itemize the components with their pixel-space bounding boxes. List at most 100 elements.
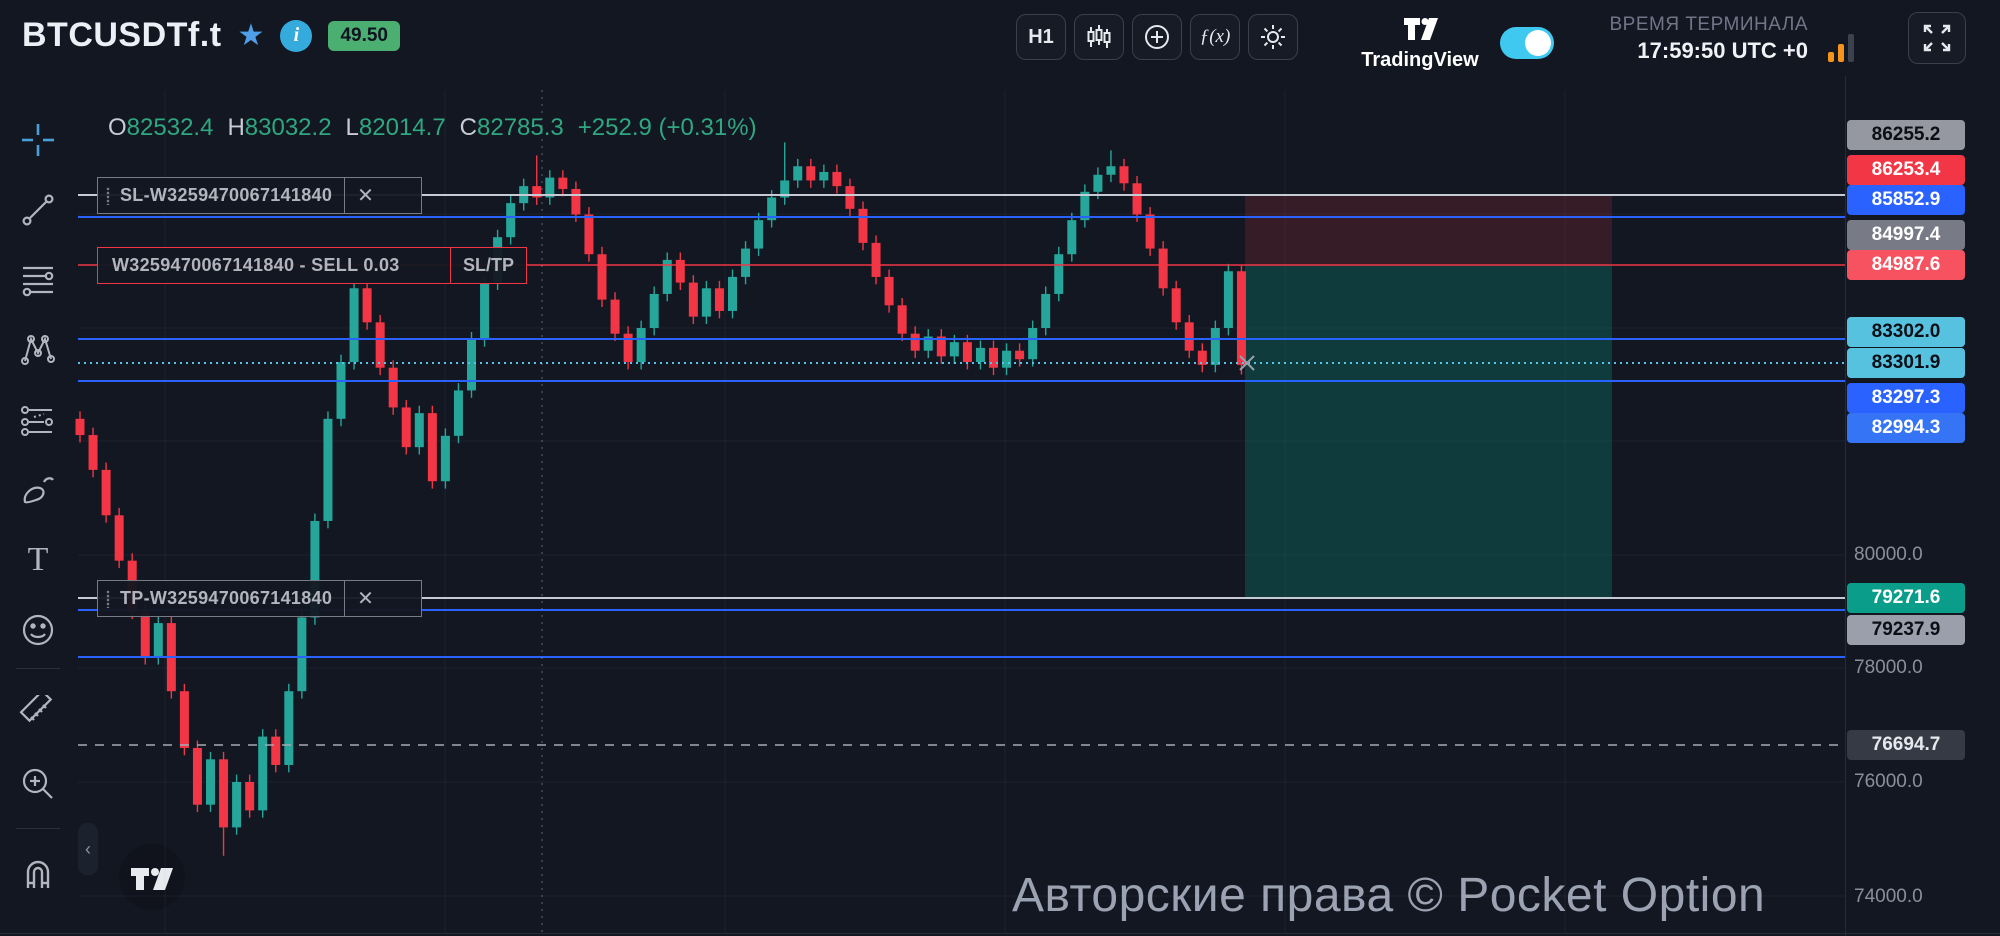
- candle-body: [75, 418, 85, 436]
- candle-body: [584, 214, 594, 255]
- candle-body: [714, 288, 724, 311]
- fullscreen-button[interactable]: [1908, 12, 1966, 64]
- indicators-button[interactable]: ƒ(x): [1190, 14, 1240, 60]
- candle-body: [975, 347, 985, 363]
- add-symbol-button[interactable]: [1132, 14, 1182, 60]
- candle-body: [858, 208, 868, 243]
- candle-body: [754, 220, 764, 249]
- tool-crosshair[interactable]: [10, 112, 66, 168]
- drag-handle-icon[interactable]: [98, 581, 118, 616]
- price-axis-label-79237.9: 79237.9: [1847, 615, 1965, 645]
- candle-body: [1093, 174, 1103, 192]
- order-sltp-button[interactable]: SL/TP: [449, 248, 526, 283]
- candle-body: [806, 166, 816, 181]
- chart-type-button[interactable]: [1074, 14, 1124, 60]
- candle-body: [871, 242, 881, 277]
- terminal-time-toggle[interactable]: [1500, 27, 1554, 59]
- current-candle-marker: [1239, 355, 1255, 371]
- candle-body: [140, 611, 150, 658]
- fullscreen-icon: [1923, 24, 1951, 52]
- take-profit-label[interactable]: TP-W3259470067141840 ✕: [97, 580, 422, 617]
- candle-body: [884, 276, 894, 306]
- settings-button[interactable]: [1248, 14, 1298, 60]
- clock-time: 17:59:50 UTC +0: [1637, 38, 1808, 63]
- tradingview-logo[interactable]: TradingView: [1358, 16, 1482, 72]
- candle-body: [936, 336, 946, 357]
- candle-body: [1054, 254, 1064, 294]
- toolbar-collapse-handle[interactable]: ‹: [78, 823, 98, 875]
- favorite-star-icon[interactable]: ★: [237, 18, 265, 52]
- take-profit-close-button[interactable]: ✕: [344, 581, 386, 616]
- candle-body: [427, 413, 437, 482]
- candle-body: [401, 407, 411, 448]
- candle-body: [897, 305, 907, 334]
- candle-body: [793, 166, 803, 181]
- tool-zoom-in[interactable]: [10, 756, 66, 812]
- candle-body: [610, 299, 620, 334]
- candle-body: [532, 186, 542, 198]
- candle-body: [636, 328, 646, 363]
- candle-body: [192, 747, 202, 805]
- tool-brush[interactable]: [10, 462, 66, 518]
- symbol-title: BTCUSDTf.t: [22, 16, 222, 54]
- tool-emoji[interactable]: [10, 602, 66, 658]
- terminal-clock: ВРЕМЯ ТЕРМИНАЛА 17:59:50 UTC +0: [1609, 14, 1808, 64]
- candle-body: [558, 177, 568, 189]
- ohlc-low-key: L: [345, 114, 359, 141]
- tool-ruler[interactable]: [10, 686, 66, 742]
- candle-body: [1145, 214, 1155, 249]
- open-order-label[interactable]: W3259470067141840 - SELL 0.03 SL/TP: [97, 247, 527, 284]
- take-profit-label-text: TP-W3259470067141840: [120, 588, 333, 608]
- info-icon[interactable]: i: [280, 19, 313, 52]
- payout-badge: 49.50: [328, 20, 400, 51]
- candle-body: [1015, 350, 1025, 360]
- ohlc-open-key: O: [108, 114, 127, 141]
- text-tool-icon: T: [27, 541, 49, 578]
- candle-body: [819, 171, 829, 181]
- candle-body: [232, 782, 242, 828]
- candle-body: [545, 177, 555, 198]
- connection-bars-icon: [1828, 34, 1854, 62]
- candle-body: [153, 623, 163, 658]
- close-icon: ✕: [357, 185, 374, 207]
- stop-loss-close-button[interactable]: ✕: [344, 178, 386, 213]
- candle-body: [480, 282, 490, 340]
- tool-fib-retracement[interactable]: [10, 252, 66, 308]
- candle-body: [101, 469, 111, 516]
- tp-zone: [1245, 265, 1612, 598]
- candle-body: [1223, 271, 1233, 328]
- tool-text[interactable]: T: [10, 532, 66, 588]
- bottom-border: [0, 933, 2000, 934]
- tool-xabcd-pattern[interactable]: [10, 322, 66, 378]
- candle-body: [88, 435, 98, 470]
- price-tick-78000.0: 78000.0: [1854, 657, 1923, 678]
- drag-handle-icon[interactable]: [98, 178, 118, 213]
- price-axis-label-86253.4: 86253.4: [1847, 155, 1965, 185]
- candle-body: [388, 367, 398, 408]
- price-axis-label-76694.7: 76694.7: [1847, 730, 1965, 760]
- price-axis-label-83302.0: 83302.0: [1847, 317, 1965, 347]
- toolbar-divider: [16, 828, 60, 829]
- candle-body: [440, 435, 450, 482]
- tool-magnet[interactable]: [10, 848, 66, 904]
- price-axis-label-83301.9: 83301.9: [1847, 348, 1965, 378]
- candle-body: [297, 617, 307, 692]
- candle-body: [349, 288, 359, 363]
- tradingview-watermark-icon: [119, 844, 185, 910]
- clock-title: ВРЕМЯ ТЕРМИНАЛА: [1609, 14, 1808, 35]
- price-scale[interactable]: 80000.0 78000.0 76000.0 74000.0 86255.2 86253…: [1846, 76, 2000, 936]
- candle-body: [258, 736, 268, 811]
- tool-projection[interactable]: [10, 392, 66, 448]
- tool-trend-line[interactable]: [10, 182, 66, 238]
- candle-body: [1171, 288, 1181, 323]
- candle-body: [1184, 322, 1194, 351]
- symbol-row: BTCUSDTf.t ★ i 49.50: [22, 16, 400, 55]
- price-axis-label-82994.3: 82994.3: [1847, 413, 1965, 443]
- stop-loss-label[interactable]: SL-W3259470067141840 ✕: [97, 177, 422, 214]
- candle-body: [741, 248, 751, 277]
- timeframe-button[interactable]: H1: [1016, 14, 1066, 60]
- candle-body: [1067, 220, 1077, 255]
- ohlc-close-key: C: [459, 114, 478, 141]
